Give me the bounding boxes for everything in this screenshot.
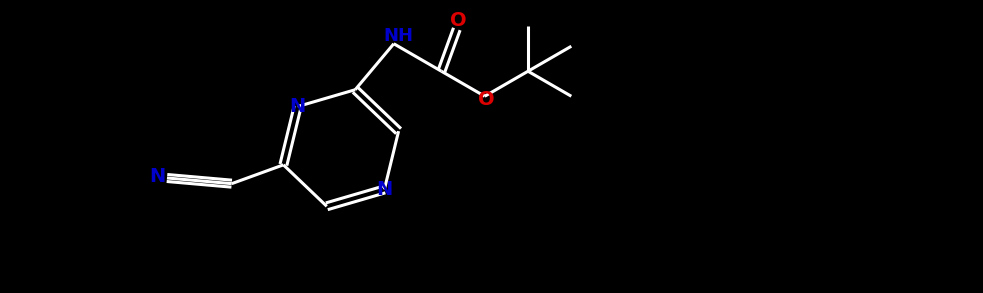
Text: N: N (376, 180, 392, 199)
Text: O: O (450, 11, 467, 30)
Text: N: N (148, 168, 165, 186)
Text: O: O (479, 90, 495, 109)
Text: NH: NH (383, 27, 414, 45)
Text: N: N (290, 97, 306, 116)
